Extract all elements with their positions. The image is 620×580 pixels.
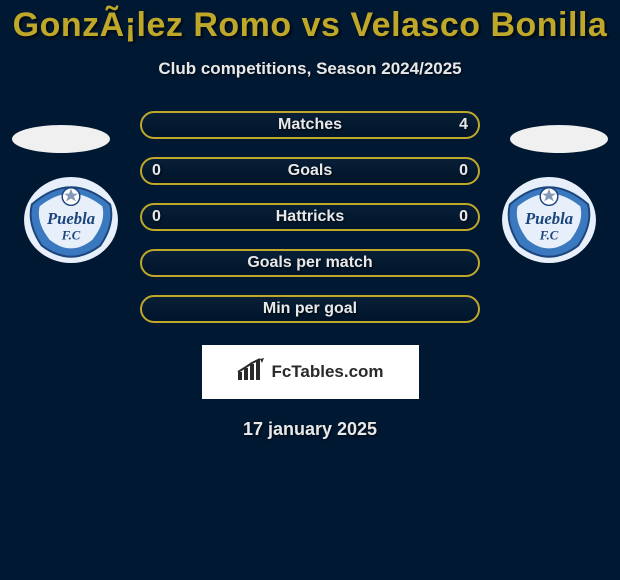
stat-value-right: 0 (459, 162, 468, 180)
stat-label: Matches (278, 116, 342, 134)
crest-text: Puebla (46, 209, 95, 228)
stat-label: Hattricks (276, 208, 344, 226)
stat-label: Min per goal (263, 300, 357, 318)
stat-label: Goals (288, 162, 332, 180)
player-left-avatar (12, 125, 110, 153)
subtitle: Club competitions, Season 2024/2025 (0, 59, 620, 79)
brand-text: FcTables.com (271, 362, 383, 382)
date-text: 17 january 2025 (0, 419, 620, 440)
page-title: GonzÃ¡lez Romo vs Velasco Bonilla (0, 0, 620, 45)
crest-sub: F.C (61, 229, 81, 243)
stat-value-right: 0 (459, 208, 468, 226)
chart-icon (236, 358, 268, 387)
club-crest-right: Puebla F.C (500, 175, 598, 265)
stat-row-min-per-goal: Min per goal (140, 295, 480, 323)
brand-box[interactable]: FcTables.com (202, 345, 419, 399)
stat-row-hattricks: 0 Hattricks 0 (140, 203, 480, 231)
club-crest-left: Puebla F.C (22, 175, 120, 265)
stat-row-goals-per-match: Goals per match (140, 249, 480, 277)
player-right-avatar (510, 125, 608, 153)
stat-value-left: 0 (152, 208, 161, 226)
crest-sub: F.C (539, 229, 559, 243)
stat-value-right: 4 (459, 116, 468, 134)
stat-value-left: 0 (152, 162, 161, 180)
stat-row-matches: Matches 4 (140, 111, 480, 139)
stat-row-goals: 0 Goals 0 (140, 157, 480, 185)
crest-text: Puebla (524, 209, 573, 228)
stat-label: Goals per match (247, 254, 372, 272)
